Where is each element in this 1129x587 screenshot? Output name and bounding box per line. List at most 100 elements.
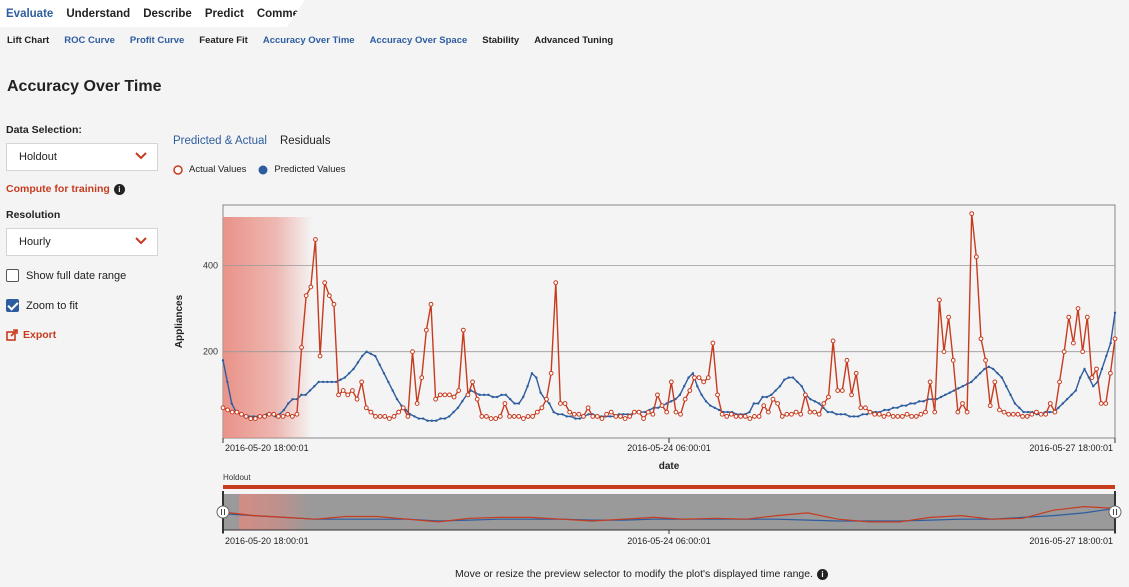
- actual-series-point[interactable]: [886, 411, 891, 417]
- actual-series-point[interactable]: [863, 405, 868, 411]
- actual-series-point[interactable]: [839, 388, 845, 393]
- actual-series-point[interactable]: [1103, 401, 1109, 406]
- actual-series-point[interactable]: [913, 414, 919, 419]
- predicted-series-point[interactable]: [887, 408, 890, 412]
- predicted-series-point[interactable]: [696, 385, 699, 388]
- predicted-series-point[interactable]: [1018, 406, 1021, 409]
- predicted-series-point[interactable]: [700, 393, 703, 397]
- zoom-to-fit-checkbox[interactable]: Zoom to fit: [6, 299, 160, 312]
- predicted-series-point[interactable]: [413, 415, 416, 418]
- predicted-series-point[interactable]: [1105, 354, 1108, 358]
- predicted-series-point[interactable]: [896, 406, 899, 409]
- actual-series-point[interactable]: [969, 211, 975, 217]
- actual-series-point[interactable]: [728, 411, 734, 417]
- info-icon[interactable]: i: [113, 183, 125, 195]
- actual-series-point[interactable]: [992, 379, 998, 385]
- actual-series-point[interactable]: [1061, 349, 1067, 355]
- actual-series-point[interactable]: [1043, 411, 1049, 417]
- predicted-series-point[interactable]: [500, 393, 503, 397]
- predicted-series-point[interactable]: [426, 419, 429, 422]
- predicted-series-point[interactable]: [356, 361, 360, 364]
- predicted-series-point[interactable]: [809, 397, 812, 401]
- predicted-series-point[interactable]: [339, 378, 342, 381]
- predicted-series-point[interactable]: [291, 397, 294, 401]
- actual-series-point[interactable]: [655, 392, 660, 398]
- predicted-series-point[interactable]: [535, 376, 538, 379]
- actual-series-point[interactable]: [858, 405, 864, 411]
- predicted-series-point[interactable]: [996, 372, 999, 375]
- actual-series-point[interactable]: [479, 414, 485, 419]
- predicted-series-point[interactable]: [1009, 393, 1012, 397]
- actual-series-point[interactable]: [299, 344, 304, 350]
- predicted-series-point[interactable]: [656, 406, 660, 409]
- actual-series-point[interactable]: [812, 409, 817, 415]
- actual-series-point[interactable]: [433, 396, 439, 402]
- actual-series-point[interactable]: [1080, 349, 1086, 355]
- actual-series-point[interactable]: [599, 416, 605, 421]
- actual-series-point[interactable]: [742, 414, 748, 419]
- actual-series-point[interactable]: [1029, 411, 1035, 417]
- actual-series-point[interactable]: [752, 414, 757, 419]
- predicted-series-point[interactable]: [522, 395, 525, 399]
- actual-series-point[interactable]: [867, 409, 873, 415]
- predicted-series-point[interactable]: [1078, 376, 1082, 379]
- actual-series-point[interactable]: [678, 411, 683, 417]
- predicted-series-point[interactable]: [952, 389, 956, 392]
- predicted-series-point[interactable]: [556, 413, 560, 416]
- actual-series-point[interactable]: [932, 409, 938, 415]
- actual-series-point[interactable]: [798, 411, 804, 417]
- actual-series-point[interactable]: [983, 357, 988, 363]
- predicted-series-point[interactable]: [456, 406, 460, 409]
- predicted-series-point[interactable]: [1022, 410, 1025, 414]
- actual-series-point[interactable]: [331, 301, 337, 307]
- predicted-series-point[interactable]: [717, 408, 721, 412]
- predicted-series-point[interactable]: [674, 397, 677, 401]
- actual-series-point[interactable]: [909, 414, 915, 419]
- predicted-series-point[interactable]: [622, 413, 625, 416]
- info-icon[interactable]: i: [817, 568, 829, 580]
- predicted-series-point[interactable]: [978, 372, 982, 375]
- predicted-series-point[interactable]: [678, 393, 682, 397]
- predicted-series-point[interactable]: [774, 389, 777, 392]
- predicted-series-point[interactable]: [852, 415, 856, 418]
- actual-series-point[interactable]: [423, 327, 429, 333]
- actual-series-point[interactable]: [844, 357, 850, 363]
- actual-series-point[interactable]: [645, 409, 651, 415]
- predicted-series-point[interactable]: [226, 380, 229, 384]
- predicted-series-point[interactable]: [783, 378, 786, 381]
- predicted-series-point[interactable]: [552, 410, 555, 414]
- tab-describe[interactable]: Describe: [143, 7, 192, 20]
- actual-series-point[interactable]: [548, 370, 554, 376]
- actual-series-point[interactable]: [276, 414, 281, 419]
- subtab-lift-chart[interactable]: Lift Chart: [7, 35, 50, 46]
- predicted-series-point[interactable]: [1000, 376, 1004, 379]
- actual-series-point[interactable]: [220, 405, 226, 411]
- actual-series-point[interactable]: [229, 409, 235, 415]
- actual-series-point[interactable]: [502, 401, 508, 406]
- predicted-series-point[interactable]: [343, 376, 347, 379]
- predicted-series-point[interactable]: [1057, 406, 1060, 409]
- actual-series-point[interactable]: [248, 416, 254, 421]
- actual-series-point[interactable]: [664, 409, 670, 415]
- actual-series-point[interactable]: [234, 409, 240, 415]
- predicted-series-point[interactable]: [1005, 385, 1008, 388]
- predicted-series-point[interactable]: [439, 417, 442, 420]
- actual-series-point[interactable]: [382, 414, 388, 419]
- predicted-series-point[interactable]: [917, 400, 921, 403]
- actual-series-point[interactable]: [987, 403, 993, 409]
- actual-series-point[interactable]: [946, 314, 952, 320]
- predicted-series-point[interactable]: [317, 380, 320, 384]
- actual-series-point[interactable]: [1107, 370, 1113, 376]
- predicted-series-point[interactable]: [230, 402, 233, 405]
- actual-series-point[interactable]: [719, 411, 725, 417]
- actual-series-point[interactable]: [784, 411, 790, 417]
- predicted-series-point[interactable]: [513, 402, 516, 405]
- actual-series-point[interactable]: [419, 375, 425, 380]
- actual-series-point[interactable]: [373, 414, 378, 419]
- predicted-series-point[interactable]: [334, 380, 338, 384]
- actual-series-point[interactable]: [396, 409, 402, 415]
- actual-series-point[interactable]: [835, 388, 841, 393]
- actual-series-point[interactable]: [881, 414, 887, 419]
- actual-series-point[interactable]: [668, 379, 674, 385]
- actual-series-point[interactable]: [456, 388, 462, 393]
